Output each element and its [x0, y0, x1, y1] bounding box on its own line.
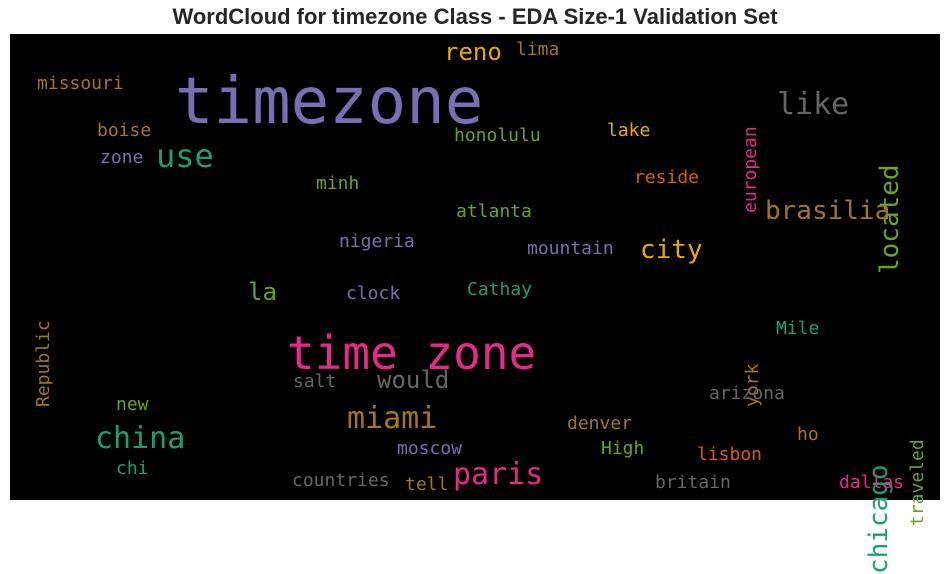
word-zone: zone: [100, 147, 144, 168]
word-miami: miami: [347, 401, 438, 436]
word-european: european: [740, 126, 761, 213]
word-denver: denver: [567, 413, 633, 434]
word-atlanta: atlanta: [456, 201, 532, 222]
word-new: new: [116, 394, 149, 415]
word-honolulu: honolulu: [454, 125, 541, 146]
word-mountain: mountain: [527, 238, 614, 259]
word-reside: reside: [634, 167, 700, 188]
word-lisbon: lisbon: [697, 444, 763, 465]
word-lake: lake: [607, 120, 651, 141]
word-minh: minh: [316, 173, 360, 194]
word-time-zone: time zone: [287, 326, 537, 380]
word-la: la: [248, 278, 277, 306]
word-reno: reno: [444, 38, 502, 66]
word-like: like: [777, 87, 850, 122]
word-britain: britain: [655, 472, 731, 493]
word-paris: paris: [453, 457, 544, 492]
word-brasilia: brasilia: [765, 196, 891, 226]
word-would: would: [377, 366, 450, 394]
word-nigeria: nigeria: [339, 231, 415, 252]
word-moscow: moscow: [397, 438, 463, 459]
word-timezone: timezone: [175, 65, 484, 139]
word-republic: Republic: [33, 320, 54, 407]
word-dallas: dallas: [839, 472, 905, 493]
word-city: city: [640, 235, 703, 265]
word-traveled: traveled: [907, 439, 928, 526]
word-ho: ho: [797, 424, 819, 445]
word-salt: salt: [293, 371, 337, 392]
word-cathay: Cathay: [467, 279, 533, 300]
wordcloud-canvas: timezone time zone use china like located miam…: [10, 34, 940, 574]
word-mile: Mile: [776, 318, 820, 339]
word-clock: clock: [346, 283, 401, 304]
word-countries: countries: [292, 470, 390, 491]
chart-title: WordCloud for timezone Class - EDA Size-…: [172, 4, 778, 29]
word-missouri: missouri: [37, 73, 124, 94]
word-chi: chi: [116, 458, 149, 479]
word-boise: boise: [97, 120, 152, 141]
word-tell: tell: [405, 474, 449, 495]
word-china: china: [95, 421, 186, 456]
word-lima: lima: [516, 39, 560, 60]
word-use: use: [156, 137, 214, 175]
word-high: High: [601, 438, 645, 459]
word-arizona: arizona: [709, 383, 785, 404]
